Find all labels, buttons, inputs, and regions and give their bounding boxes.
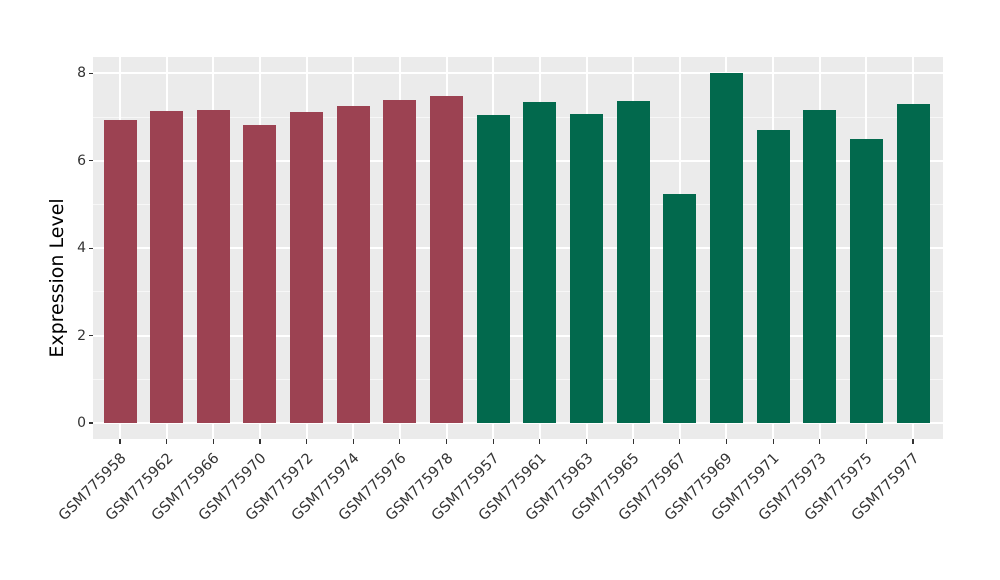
x-tick-mark-GSM775961 [539, 439, 541, 444]
x-tick-mark-GSM775974 [352, 439, 354, 444]
bar-GSM775975 [849, 138, 883, 423]
x-tick-mark-GSM775976 [399, 439, 401, 444]
bar-GSM775976 [383, 99, 417, 423]
bar-GSM775966 [196, 109, 230, 423]
x-tick-mark-GSM775965 [632, 439, 634, 444]
bar-GSM775961 [523, 102, 557, 423]
y-tick-label-2: 2 [77, 327, 86, 344]
bar-GSM775970 [243, 125, 277, 423]
bar-GSM775963 [570, 113, 603, 423]
x-tick-mark-GSM775978 [445, 439, 448, 444]
plot-panel [93, 57, 943, 439]
y-tick-label-6: 6 [77, 152, 86, 169]
bar-GSM775965 [616, 100, 650, 423]
gridline-minor-y7 [93, 116, 943, 118]
bar-GSM775973 [803, 110, 837, 423]
x-tick-mark-GSM775957 [492, 439, 494, 444]
gridline-major-y6 [93, 159, 943, 162]
y-tick-mark-2 [88, 335, 93, 337]
y-axis-title: Expression Level [46, 198, 68, 358]
bar-GSM775977 [896, 103, 930, 423]
y-tick-label-4: 4 [77, 240, 86, 257]
bar-GSM775962 [150, 110, 184, 423]
x-tick-mark-GSM775969 [725, 439, 728, 444]
bar-GSM775969 [709, 73, 743, 423]
y-tick-mark-0 [88, 422, 93, 424]
gridline-major-y2 [93, 334, 943, 337]
gridline-minor-y3 [93, 291, 943, 293]
bar-GSM775971 [756, 130, 790, 423]
bar-GSM775972 [290, 111, 324, 423]
x-tick-mark-GSM775963 [585, 439, 588, 444]
gridline-major-y4 [93, 247, 943, 250]
bar-GSM775958 [103, 120, 137, 423]
bar-GSM775978 [430, 95, 464, 423]
y-tick-mark-6 [88, 160, 93, 162]
bar-GSM775957 [476, 114, 510, 423]
x-tick-mark-GSM775977 [912, 439, 914, 444]
x-tick-mark-GSM775971 [772, 439, 774, 444]
x-tick-mark-GSM775972 [306, 439, 308, 444]
gridline-major-y0 [93, 422, 943, 424]
gridline-minor-y1 [93, 378, 943, 380]
x-tick-mark-GSM775962 [166, 439, 168, 444]
y-tick-mark-8 [88, 72, 93, 74]
gridline-minor-y5 [93, 204, 943, 205]
x-tick-mark-GSM775973 [819, 439, 821, 444]
x-tick-mark-GSM775967 [679, 439, 681, 444]
bar-GSM775967 [663, 194, 697, 423]
y-tick-label-0: 0 [77, 415, 86, 431]
bar-GSM775974 [336, 105, 370, 423]
x-tick-mark-GSM775966 [212, 439, 214, 444]
y-tick-mark-4 [88, 247, 93, 249]
x-tick-mark-GSM775958 [119, 439, 121, 444]
y-tick-label-8: 8 [77, 65, 86, 82]
gridline-major-y8 [93, 72, 943, 75]
x-tick-mark-GSM775975 [865, 439, 867, 444]
x-tick-mark-GSM775970 [259, 439, 261, 444]
